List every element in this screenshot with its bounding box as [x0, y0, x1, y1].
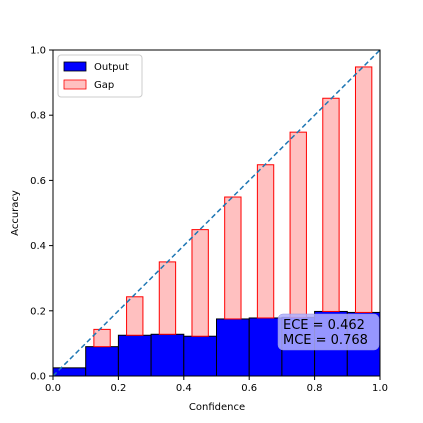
- y-tick-label: 0.0: [30, 372, 46, 383]
- gap-bar: [93, 328, 111, 348]
- output-bar: [216, 318, 250, 377]
- y-tick-label: 0.8: [30, 111, 46, 122]
- x-tick-label: 0.6: [241, 383, 257, 394]
- gap-bar: [191, 229, 209, 337]
- output-bar: [117, 334, 152, 377]
- output-bar: [85, 346, 119, 377]
- gap-bar: [224, 196, 242, 320]
- x-tick-label: 0.0: [45, 383, 61, 394]
- mce-value: MCE = 0.768: [283, 333, 368, 348]
- y-tick-label: 0.6: [30, 176, 46, 187]
- x-tick-label: 0.2: [110, 383, 126, 394]
- gap-bar: [126, 296, 144, 336]
- gap-bar: [322, 97, 340, 312]
- output-bar: [248, 317, 283, 377]
- gap-bar: [289, 131, 307, 318]
- output-bar: [183, 335, 218, 377]
- legend: Output Gap: [57, 54, 143, 98]
- x-tick-label: 1.0: [372, 383, 388, 394]
- output-bar: [52, 367, 87, 377]
- perfect-calibration-line: [52, 49, 381, 377]
- gap-bar: [158, 261, 177, 335]
- y-tick-label: 0.2: [30, 306, 46, 317]
- metrics-annotation: ECE = 0.462 MCE = 0.768: [277, 313, 380, 351]
- gap-bars: [93, 66, 373, 348]
- ece-value: ECE = 0.462: [283, 318, 365, 333]
- metrics-box: [277, 313, 380, 351]
- x-axis-label: Confidence: [189, 402, 245, 413]
- legend-swatch-gap: [63, 79, 87, 90]
- y-tick-label: 0.4: [30, 241, 46, 252]
- y-tick-label: 1.0: [30, 46, 46, 57]
- y-axis-ticks: 0.0 0.2 0.4 0.6 0.8 1.0: [30, 46, 53, 383]
- output-bar: [150, 333, 185, 377]
- x-tick-label: 0.8: [307, 383, 323, 394]
- y-axis-label: Accuracy: [10, 190, 21, 236]
- legend-swatch-output: [63, 61, 87, 72]
- x-axis-ticks: 0.0 0.2 0.4 0.6 0.8 1.0: [45, 376, 388, 394]
- gap-bar: [354, 66, 373, 313]
- legend-label-gap: Gap: [94, 80, 114, 91]
- x-tick-label: 0.4: [176, 383, 192, 394]
- axes-frame: [52, 49, 381, 377]
- legend-label-output: Output: [94, 62, 129, 73]
- gap-bar: [256, 164, 275, 319]
